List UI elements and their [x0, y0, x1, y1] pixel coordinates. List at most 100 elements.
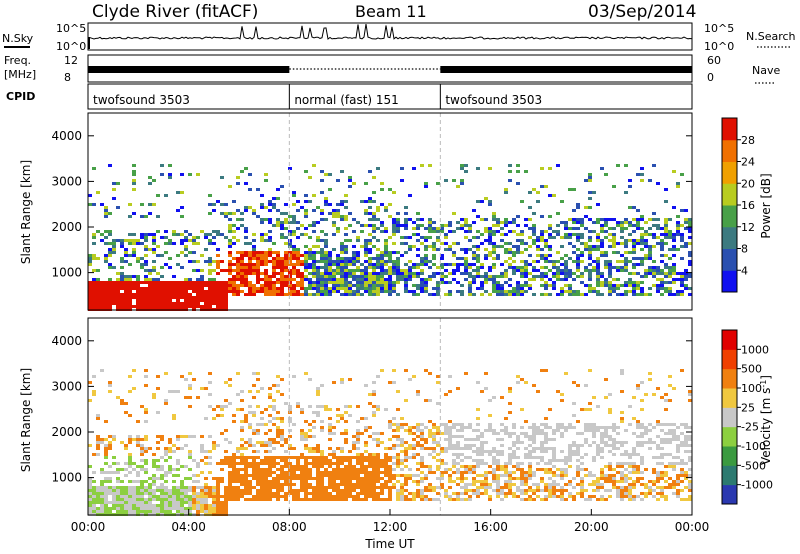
- heatmap-cell: [132, 489, 136, 492]
- heatmap-cell: [336, 272, 340, 275]
- heatmap-cell: [528, 468, 532, 471]
- heatmap-cell: [264, 486, 268, 489]
- heatmap-cell: [636, 263, 640, 266]
- heatmap-cell: [140, 444, 144, 447]
- heatmap-cell: [628, 221, 632, 224]
- heatmap-cell: [660, 447, 664, 450]
- heatmap-cell: [284, 269, 288, 272]
- heatmap-cell: [376, 405, 380, 408]
- heatmap-cell: [688, 450, 692, 453]
- heatmap-cell: [196, 299, 200, 302]
- heatmap-cell: [632, 284, 636, 287]
- heatmap-cell: [224, 293, 228, 296]
- heatmap-cell: [124, 281, 128, 284]
- heatmap-cell: [508, 179, 512, 182]
- heatmap-cell: [424, 257, 428, 260]
- heatmap-cell: [104, 257, 108, 260]
- heatmap-cell: [600, 435, 604, 438]
- heatmap-cell: [148, 281, 152, 284]
- heatmap-cell: [280, 233, 284, 236]
- heatmap-cell: [476, 287, 480, 290]
- heatmap-cell: [152, 507, 156, 510]
- heatmap-cell: [512, 441, 516, 444]
- heatmap-cell: [428, 489, 432, 492]
- heatmap-cell: [272, 417, 276, 420]
- heatmap-cell: [208, 450, 212, 453]
- heatmap-cell: [100, 486, 104, 489]
- heatmap-cell: [304, 432, 308, 435]
- heatmap-cell: [96, 287, 100, 290]
- heatmap-cell: [488, 414, 492, 417]
- heatmap-cell: [164, 507, 168, 510]
- heatmap-cell: [488, 251, 492, 254]
- heatmap-cell: [684, 498, 688, 501]
- heatmap-cell: [164, 510, 168, 513]
- heatmap-cell: [448, 444, 452, 447]
- heatmap-cell: [292, 257, 296, 260]
- heatmap-cell: [520, 284, 524, 287]
- heatmap-cell: [324, 489, 328, 492]
- heatmap-cell: [236, 263, 240, 266]
- heatmap-cell: [208, 272, 212, 275]
- heatmap-cell: [428, 293, 432, 296]
- heatmap-cell: [292, 293, 296, 296]
- heatmap-cell: [324, 254, 328, 257]
- heatmap-cell: [524, 248, 528, 251]
- heatmap-cell: [304, 474, 308, 477]
- heatmap-cell: [540, 429, 544, 432]
- heatmap-cell: [456, 387, 460, 390]
- heatmap-cell: [208, 393, 212, 396]
- heatmap-cell: [616, 486, 620, 489]
- heatmap-cell: [588, 408, 592, 411]
- heatmap-cell: [104, 486, 108, 489]
- heatmap-cell: [672, 480, 676, 483]
- heatmap-cell: [140, 504, 144, 507]
- heatmap-cell: [452, 498, 456, 501]
- heatmap-cell: [464, 260, 468, 263]
- heatmap-cell: [596, 233, 600, 236]
- heatmap-cell: [332, 281, 336, 284]
- heatmap-cell: [216, 200, 220, 203]
- heatmap-cell: [436, 468, 440, 471]
- heatmap-cell: [148, 233, 152, 236]
- heatmap-cell: [388, 272, 392, 275]
- heatmap-cell: [200, 435, 204, 438]
- heatmap-cell: [88, 203, 92, 206]
- heatmap-cell: [508, 387, 512, 390]
- heatmap-cell: [636, 272, 640, 275]
- heatmap-cell: [312, 194, 316, 197]
- heatmap-cell: [460, 293, 464, 296]
- heatmap-cell: [200, 486, 204, 489]
- heatmap-cell: [412, 495, 416, 498]
- heatmap-cell: [628, 281, 632, 284]
- heatmap-cell: [640, 263, 644, 266]
- heatmap-cell: [648, 492, 652, 495]
- heatmap-cell: [300, 435, 304, 438]
- heatmap-cell: [488, 266, 492, 269]
- heatmap-cell: [664, 200, 668, 203]
- heatmap-cell: [312, 447, 316, 450]
- heatmap-cell: [124, 284, 128, 287]
- heatmap-cell: [408, 269, 412, 272]
- heatmap-cell: [480, 287, 484, 290]
- heatmap-cell: [476, 465, 480, 468]
- heatmap-cell: [568, 284, 572, 287]
- heatmap-cell: [540, 236, 544, 239]
- heatmap-cell: [208, 486, 212, 489]
- heatmap-cell: [244, 272, 248, 275]
- heatmap-cell: [180, 293, 184, 296]
- heatmap-cell: [464, 498, 468, 501]
- heatmap-cell: [520, 272, 524, 275]
- heatmap-cell: [388, 492, 392, 495]
- heatmap-cell: [472, 236, 476, 239]
- heatmap-cell: [304, 254, 308, 257]
- heatmap-cell: [160, 293, 164, 296]
- heatmap-cell: [268, 498, 272, 501]
- heatmap-cell: [640, 215, 644, 218]
- heatmap-cell: [268, 287, 272, 290]
- heatmap-cell: [104, 293, 108, 296]
- heatmap-cell: [684, 423, 688, 426]
- heatmap-cell: [620, 420, 624, 423]
- heatmap-cell: [388, 486, 392, 489]
- heatmap-cell: [96, 501, 100, 504]
